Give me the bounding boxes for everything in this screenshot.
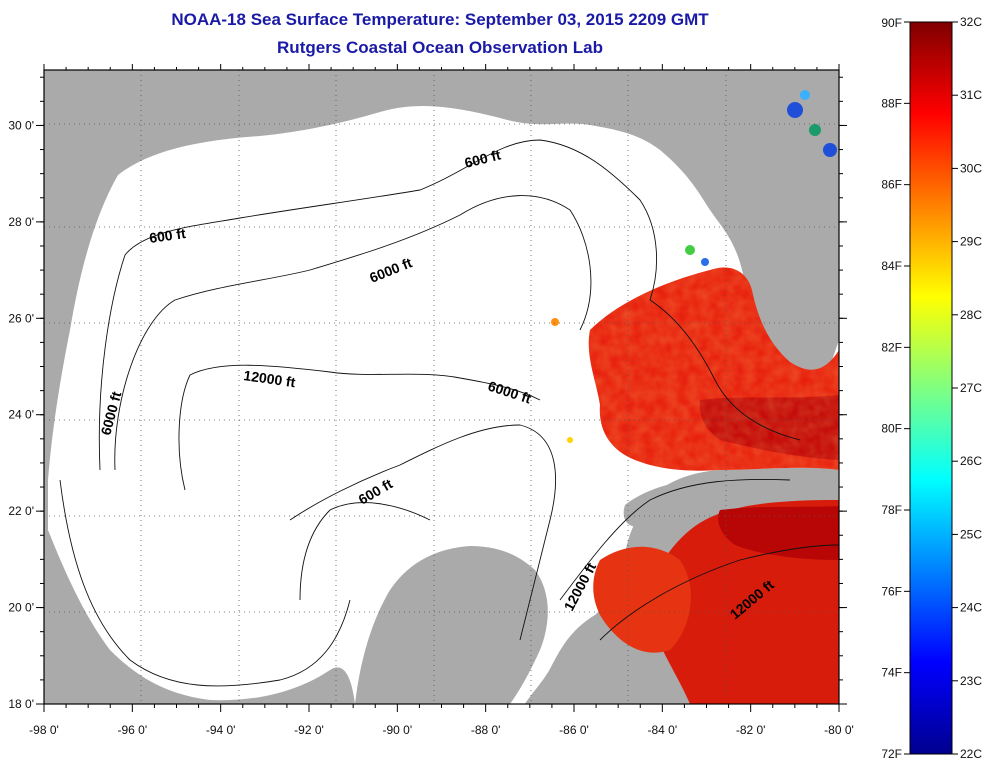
sst-coverage xyxy=(588,267,839,704)
y-tick-label: 18 0' xyxy=(8,697,34,711)
colorbar-c-label: 27C xyxy=(960,381,982,395)
bathymetry-contours xyxy=(59,139,839,687)
cuba xyxy=(623,472,839,527)
florida xyxy=(735,70,839,382)
x-tick-label: -92 0' xyxy=(294,723,324,737)
colorbar-f-label: 90F xyxy=(881,16,902,30)
x-tick-label: -98 0' xyxy=(29,723,59,737)
colorbar-c-label: 28C xyxy=(960,308,982,322)
colorbar-f-label: 88F xyxy=(881,96,902,110)
colorbar-c-label: 29C xyxy=(960,235,982,249)
map-area: 600 ft 600 ft 600 ft 6000 ft 6000 ft 600… xyxy=(44,70,839,704)
x-tick-label: -94 0' xyxy=(206,723,236,737)
colorbar-f-label: 80F xyxy=(881,422,902,436)
x-tick-label: -86 0' xyxy=(559,723,589,737)
colorbar xyxy=(909,21,953,755)
colorbar-c-label: 32C xyxy=(960,15,982,29)
y-tick-label: 22 0' xyxy=(8,504,34,518)
colorbar-f-label: 78F xyxy=(881,503,902,517)
y-axis: 18 0' 20 0' 22 0' 24 0' 26 0' 28 0' 30 0' xyxy=(8,76,847,711)
colorbar-f-label: 82F xyxy=(881,340,902,354)
mexico-coast xyxy=(44,520,355,704)
colorbar-fahrenheit-labels: 90F 88F 86F 84F 82F 80F 78F 76F 74F 72F xyxy=(881,16,910,761)
x-tick-label: -84 0' xyxy=(648,723,678,737)
colorbar-c-label: 22C xyxy=(960,747,982,761)
y-tick-label: 20 0' xyxy=(8,601,34,615)
sst-speckles xyxy=(551,90,837,443)
map-subtitle: Rutgers Coastal Ocean Observation Lab xyxy=(277,38,603,57)
x-tick-label: -90 0' xyxy=(383,723,413,737)
colorbar-c-label: 31C xyxy=(960,88,982,102)
x-tick-label: -82 0' xyxy=(736,723,766,737)
colorbar-f-label: 84F xyxy=(881,259,902,273)
colorbar-c-label: 26C xyxy=(960,454,982,468)
y-tick-label: 30 0' xyxy=(8,118,34,132)
colorbar-f-label: 74F xyxy=(881,666,902,680)
x-tick-label: -80 0' xyxy=(824,723,854,737)
contour-label-600-west: 600 ft xyxy=(148,225,187,246)
x-axis: -98 0' -96 0' -94 0' -92 0' -90 0' -88 0' -86 … xyxy=(29,64,854,737)
x-tick-label: -88 0' xyxy=(471,723,501,737)
colorbar-f-label: 86F xyxy=(881,178,902,192)
colorbar-c-label: 23C xyxy=(960,674,982,688)
colorbar-c-label: 30C xyxy=(960,161,982,175)
colorbar-f-label: 72F xyxy=(881,747,902,761)
colorbar-c-label: 24C xyxy=(960,601,982,615)
y-tick-label: 26 0' xyxy=(8,311,34,325)
gulf-water xyxy=(48,105,839,704)
y-tick-label: 28 0' xyxy=(8,215,34,229)
x-tick-label: -96 0' xyxy=(118,723,148,737)
y-tick-label: 24 0' xyxy=(8,408,34,422)
colorbar-celsius-labels: 32C 31C 30C 29C 28C 27C 26C 25C 24C 23C 22C xyxy=(952,15,982,761)
graticule xyxy=(44,70,839,704)
yucatan xyxy=(355,546,548,704)
colorbar-c-label: 25C xyxy=(960,527,982,541)
map-title: NOAA-18 Sea Surface Temperature: Septemb… xyxy=(171,10,709,29)
colorbar-f-label: 76F xyxy=(881,584,902,598)
contour-label-12000-center: 12000 ft xyxy=(243,367,297,390)
